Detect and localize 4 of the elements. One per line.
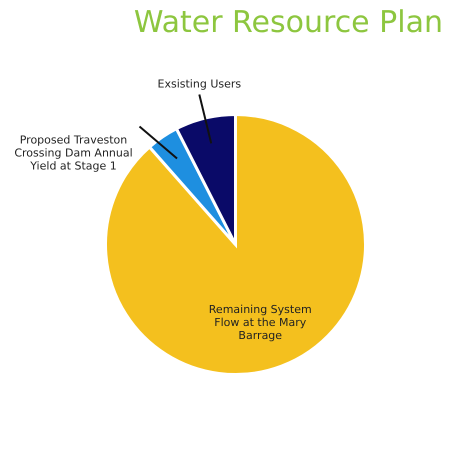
slice-label: Remaining System Flow at the Mary Barrage bbox=[208, 302, 312, 342]
slice-label: Exsisting Users bbox=[158, 78, 242, 90]
slice-label: Proposed Traveston Crossing Dam Annual Yield at Stage 1 bbox=[14, 134, 133, 172]
chart-title: Water Resource Plan bbox=[134, 5, 443, 40]
